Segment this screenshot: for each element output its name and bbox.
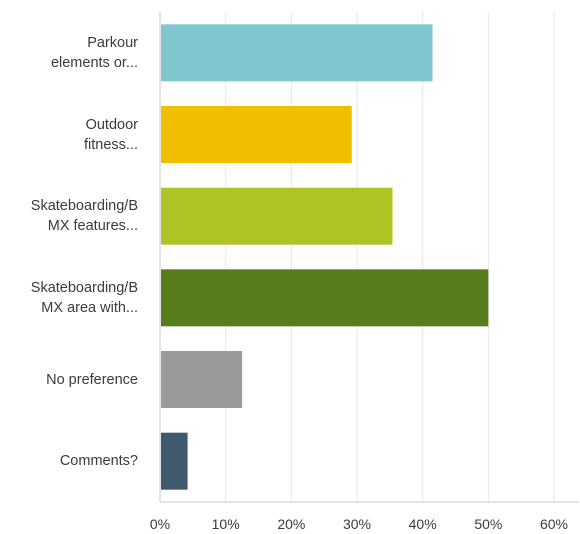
category-label: Skateboarding/B MX area with... [30, 279, 138, 316]
x-tick-label: 60% [540, 516, 568, 532]
x-tick-label: 0% [150, 516, 170, 532]
category-label: Skateboarding/B MX features... [30, 198, 138, 235]
x-tick-label: 40% [409, 516, 437, 532]
bar[interactable] [161, 106, 352, 163]
x-tick-label: 50% [474, 516, 502, 532]
x-tick-label: 20% [277, 516, 305, 532]
category-label: Comments? [59, 453, 138, 470]
category-label: No preference [46, 371, 138, 388]
category-label: Outdoor fitness... [84, 116, 138, 153]
bar[interactable] [161, 432, 188, 490]
bar[interactable] [161, 269, 489, 327]
bar[interactable] [161, 187, 393, 245]
x-tick-label: 30% [343, 516, 371, 532]
bar[interactable] [161, 24, 433, 82]
x-tick-label: 10% [212, 516, 240, 532]
category-label: Parkour elements or... [50, 34, 138, 71]
bar[interactable] [161, 351, 243, 408]
